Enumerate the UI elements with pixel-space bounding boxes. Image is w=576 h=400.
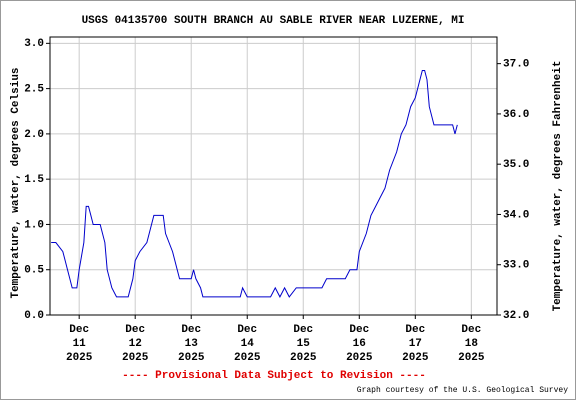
x-tick-label: Dec 15 2025 xyxy=(290,324,317,364)
x-tick-label: Dec 13 2025 xyxy=(178,324,205,364)
y-axis-label: Temperature, water, degrees Celsius xyxy=(10,67,22,298)
chart-title: USGS 04135700 SOUTH BRANCH AU SABLE RIVE… xyxy=(82,15,465,27)
y-tick-label: 0.5 xyxy=(24,265,44,277)
y2-tick-label: 34.0 xyxy=(503,209,529,221)
plot-area xyxy=(49,36,498,316)
y-tick-label: 2.0 xyxy=(24,129,44,141)
y2-tick-label: 35.0 xyxy=(503,159,529,171)
y2-tick-label: 37.0 xyxy=(503,59,529,71)
y2-tick-label: 32.0 xyxy=(503,310,529,322)
x-tick-label: Dec 16 2025 xyxy=(346,324,373,364)
y2-tick-label: 33.0 xyxy=(503,260,529,272)
series-line xyxy=(51,70,458,298)
y2-axis-label: Temperature, water, degrees Fahrenheit xyxy=(552,61,564,312)
y2-tick-label: 36.0 xyxy=(503,109,529,121)
y-tick-label: 3.0 xyxy=(24,38,44,50)
y-tick-label: 0.0 xyxy=(24,310,44,322)
y-tick-label: 1.0 xyxy=(24,219,44,231)
x-tick-label: Dec 18 2025 xyxy=(458,324,485,364)
y-tick-label: 1.5 xyxy=(24,174,44,186)
x-tick-label: Dec 14 2025 xyxy=(234,324,261,364)
x-tick-label: Dec 17 2025 xyxy=(402,324,429,364)
annotation: ---- Provisional Data Subject to Revisio… xyxy=(122,370,426,382)
x-tick-label: Dec 11 2025 xyxy=(66,324,93,364)
credit: Graph courtesy of the U.S. Geological Su… xyxy=(357,386,568,395)
x-tick-label: Dec 12 2025 xyxy=(122,324,149,364)
y-tick-label: 2.5 xyxy=(24,84,44,96)
